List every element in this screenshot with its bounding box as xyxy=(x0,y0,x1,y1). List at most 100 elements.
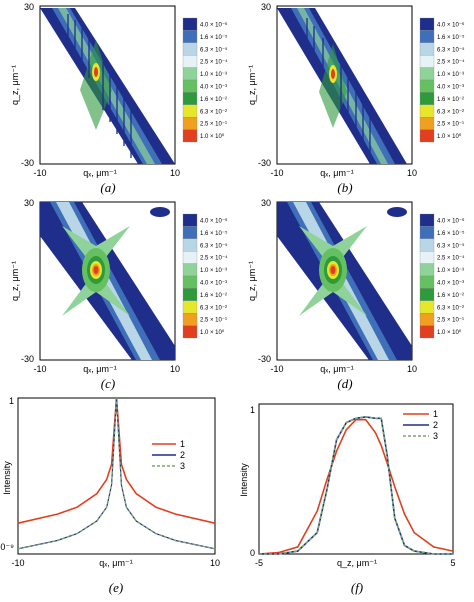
colorbar-c: 4.0 × 10⁻⁶ 1.6 × 10⁻⁵ 6.3 × 10⁻⁵ 2.5 × 10⁻⁴… xyxy=(182,213,228,339)
panel-e: 123 1 10⁻⁹ -10 10 qₓ, μm⁻¹ Intensity (e) xyxy=(0,396,220,595)
colorbar-label: 1.0 × 10⁻³ xyxy=(200,72,227,78)
colorbar-swatch xyxy=(419,226,435,239)
colorbar-swatch xyxy=(182,42,198,56)
series-line-3 xyxy=(259,416,453,555)
colorbar-label: 4.0 × 10⁻³ xyxy=(200,85,227,91)
colorbar-label: 4.0 × 10⁻⁶ xyxy=(200,218,228,225)
colorbar-swatch xyxy=(419,129,435,143)
caption-d: (d) xyxy=(337,376,352,391)
colorbar-label: 1.6 × 10⁻⁵ xyxy=(437,230,465,237)
colorbar-label: 1.6 × 10⁻² xyxy=(437,293,464,299)
colorbar-swatch xyxy=(419,92,435,105)
legend-label-1: 1 xyxy=(180,439,185,449)
plot-area-e xyxy=(17,397,216,555)
colorbar-label: 6.3 × 10⁻⁵ xyxy=(437,242,465,249)
colorbar-swatch xyxy=(182,92,198,105)
colorbar-swatch xyxy=(182,226,198,239)
colorbar-label: 4.0 × 10⁻⁶ xyxy=(437,218,465,225)
ytick-top-f: 1 xyxy=(250,405,255,415)
colorbar-swatch xyxy=(419,79,435,93)
colorbar-label: 6.3 × 10⁻⁵ xyxy=(200,46,228,53)
colorbar-swatch xyxy=(182,275,198,289)
colorbar-swatch xyxy=(182,17,198,31)
xtick-right-e: 10 xyxy=(210,558,220,568)
colorbar-label: 4.0 × 10⁻³ xyxy=(200,281,227,287)
caption-f: (f) xyxy=(351,580,363,595)
ytick-bottom-f: 0 xyxy=(250,548,255,558)
colorbar-swatch xyxy=(182,313,198,326)
colorbar-swatch xyxy=(419,104,435,118)
contour-map-c xyxy=(40,202,175,360)
panel-b: 30 -30 -10 10 qₓ, μm⁻¹ q_z, μm⁻¹ (b) 4.0… xyxy=(247,2,465,195)
colorbar-label: 1.6 × 10⁻⁵ xyxy=(437,34,465,41)
xtick-left-b: -10 xyxy=(270,168,283,178)
colorbar-label: 2.5 × 10⁻⁴ xyxy=(200,59,228,66)
colorbar-label: 1.6 × 10⁻² xyxy=(200,293,227,299)
colorbar-swatch xyxy=(419,117,435,130)
caption-c: (c) xyxy=(101,376,115,391)
legend-label-2: 2 xyxy=(433,420,438,430)
colorbar-label: 2.5 × 10⁻¹ xyxy=(200,318,227,324)
legend-label-3: 3 xyxy=(180,461,185,471)
colorbar-swatch xyxy=(182,117,198,130)
legend-label-3: 3 xyxy=(433,431,438,441)
colorbar-label: 1.0 × 10⁻³ xyxy=(437,268,464,274)
ytick-bottom-d: -30 xyxy=(258,354,271,364)
plot-area-f xyxy=(258,403,454,555)
xtick-left-d: -10 xyxy=(270,364,283,374)
ylabel-e: Intensity xyxy=(2,461,12,495)
ytick-bottom-a: -30 xyxy=(21,158,34,168)
series-line-3 xyxy=(17,397,216,550)
colorbar-label: 2.5 × 10⁻¹ xyxy=(437,318,464,324)
ytick-top-b: 30 xyxy=(261,2,271,12)
xtick-right-c: 10 xyxy=(170,364,180,374)
colorbar-swatch xyxy=(419,325,435,339)
colorbar-swatch xyxy=(182,263,198,277)
xlabel-e: qₓ, μm⁻¹ xyxy=(99,558,132,568)
colorbar-swatch xyxy=(182,251,198,264)
ytick-top-d: 30 xyxy=(261,198,271,208)
colorbar-swatch xyxy=(182,288,198,301)
colorbar-label: 1.6 × 10⁻² xyxy=(437,97,464,103)
colorbar-b: 4.0 × 10⁻⁶ 1.6 × 10⁻⁵ 6.3 × 10⁻⁵ 2.5 × 10⁻⁴… xyxy=(419,17,465,143)
colorbar-swatch xyxy=(419,55,435,68)
colorbar-label: 2.5 × 10⁻⁴ xyxy=(200,255,228,262)
xtick-left-c: -10 xyxy=(33,364,46,374)
colorbar-label: 6.3 × 10⁻⁵ xyxy=(437,46,465,53)
colorbar-label: 1.0 × 10⁰ xyxy=(437,329,462,336)
ylabel-b: q_z, μm⁻¹ xyxy=(247,65,257,105)
colorbar-swatch xyxy=(419,238,435,252)
colorbar-swatch xyxy=(419,251,435,264)
colorbar-swatch xyxy=(182,55,198,68)
ylabel-c: q_z, μm⁻¹ xyxy=(10,261,20,301)
ylabel-d: q_z, μm⁻¹ xyxy=(247,261,257,301)
xtick-right-b: 10 xyxy=(407,168,417,178)
colorbar-label: 6.3 × 10⁻² xyxy=(200,109,227,115)
colorbar-swatch xyxy=(182,325,198,339)
panel-a: 30 -30 -10 10 qₓ, μm⁻¹ q_z, μm⁻¹ (a) 4.0… xyxy=(10,2,228,195)
xlabel-a: qₓ, μm⁻¹ xyxy=(83,168,116,178)
colorbar-swatch xyxy=(419,17,435,31)
legend-e: 123 xyxy=(152,439,185,471)
colorbar-label: 6.3 × 10⁻² xyxy=(437,305,464,311)
legend-label-1: 1 xyxy=(433,409,438,419)
colorbar-swatch xyxy=(182,79,198,93)
panel-f: 123 1 0 -5 5 q_z, μm⁻¹ Intensity (f) xyxy=(239,403,456,595)
colorbar-label: 1.0 × 10⁰ xyxy=(200,329,225,336)
colorbar-label: 4.0 × 10⁻³ xyxy=(437,281,464,287)
contour-map-a xyxy=(40,8,175,164)
ytick-top-e: 1 xyxy=(9,396,14,406)
colorbar-swatch xyxy=(182,30,198,43)
ytick-bottom-b: -30 xyxy=(258,158,271,168)
colorbar-swatch xyxy=(419,288,435,301)
colorbar-label: 6.3 × 10⁻² xyxy=(437,109,464,115)
ytick-top-a: 30 xyxy=(24,2,34,12)
colorbar-swatch xyxy=(182,238,198,252)
colorbar-swatch xyxy=(182,67,198,81)
colorbar-d: 4.0 × 10⁻⁶ 1.6 × 10⁻⁵ 6.3 × 10⁻⁵ 2.5 × 10⁻⁴… xyxy=(419,213,465,339)
colorbar-label: 2.5 × 10⁻⁴ xyxy=(437,59,465,66)
panel-c: 30 -30 -10 10 qₓ, μm⁻¹ q_z, μm⁻¹ (c) 4.0… xyxy=(10,198,228,391)
colorbar-label: 6.3 × 10⁻⁵ xyxy=(200,242,228,249)
ytick-top-c: 30 xyxy=(24,198,34,208)
colorbar-swatch xyxy=(419,263,435,277)
